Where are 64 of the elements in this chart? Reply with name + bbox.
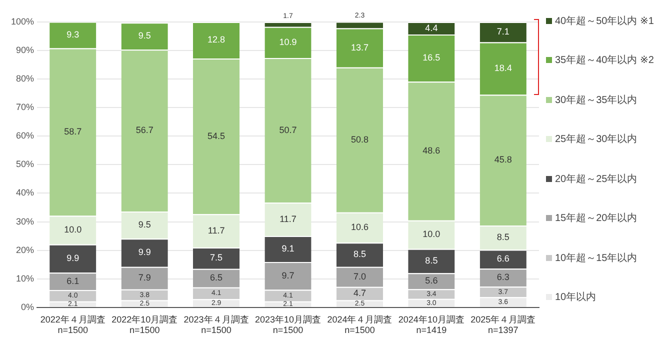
data-label: 18.4 [494,63,512,74]
data-label: 50.8 [350,134,368,144]
data-label: 7.0 [353,271,366,282]
x-tick-label: 2022年４月調査 n=1500 [40,314,106,336]
data-label: 9.1 [282,244,294,254]
legend-label: 40年超～50年以内 ※1 [555,14,654,28]
data-label: 6.6 [496,254,510,264]
legend-label: 15年超～20年以内 [555,212,638,226]
legend-label: 25年超～30年以内 [555,132,638,146]
y-tick-label: 100% [10,16,34,26]
data-label: 6.3 [496,272,510,282]
y-tick-label: 40% [16,188,34,198]
x-tick-label: 2024年10月調査 n=1419 [398,314,464,336]
data-label: 12.8 [208,34,226,45]
y-tick-label: 80% [16,74,34,84]
data-label: 11.7 [208,225,225,236]
data-label: 6.5 [210,272,223,283]
legend-label: 20年超～25年以内 [555,172,638,186]
data-label: 50.7 [279,124,297,135]
data-label: 8.5 [353,249,366,260]
y-tick-label: 50% [16,159,34,170]
data-label: 16.5 [422,52,440,63]
data-label: 4.7 [353,288,366,298]
data-label: 10.0 [422,229,440,240]
x-tick-label: 2023年４月調査 n=1500 [184,314,249,336]
y-tick-label: 70% [16,102,34,112]
y-tick-label: 10% [16,273,34,284]
data-label: 54.5 [208,130,226,141]
x-tick-label: 2022年10月調査 n=1500 [112,314,178,336]
data-label: 8.5 [496,232,510,242]
legend-label: 10年超～15年以内 [555,252,638,265]
x-tick-label: 2025年４月調査 n=1397 [470,314,536,336]
data-label: 9.9 [66,252,80,263]
data-label: 5.6 [425,276,438,286]
data-label: 10.9 [279,36,297,47]
data-label: 11.7 [280,214,296,224]
data-label: 10.6 [350,222,368,232]
data-label: 10.0 [64,224,82,235]
data-label: 8.5 [425,256,438,266]
data-label: 7.9 [138,272,151,283]
data-label: 13.7 [350,42,368,52]
data-label: 6.1 [66,276,80,286]
data-label: 56.7 [136,125,154,136]
data-label: 9.9 [138,247,151,258]
data-label: 9.7 [282,270,294,280]
y-tick-label: 30% [16,216,34,226]
legend-label: 30年超～35年以内 [555,94,638,107]
y-tick-label: 20% [16,244,34,255]
data-label: 9.5 [138,220,151,230]
data-label: 9.3 [66,29,80,40]
x-tick-label: 2023年10月調査 n=1500 [254,314,322,336]
data-label: 9.5 [138,30,151,41]
data-label: 58.7 [64,126,82,137]
y-tick-label: 0% [21,302,34,312]
data-label: 4.4 [425,22,438,33]
x-tick-label: 2024年４月調査 n=1500 [327,314,392,336]
data-label: 7.5 [210,252,223,263]
data-label: 48.6 [422,145,440,156]
legend-label: 35年超～40年以内 ※2 [555,54,654,68]
data-label: 7.1 [496,26,510,37]
legend-label: 10年以内 [555,290,596,304]
y-tick-label: 60% [16,130,34,141]
y-tick-label: 90% [16,45,34,56]
data-label: 45.8 [494,154,512,165]
